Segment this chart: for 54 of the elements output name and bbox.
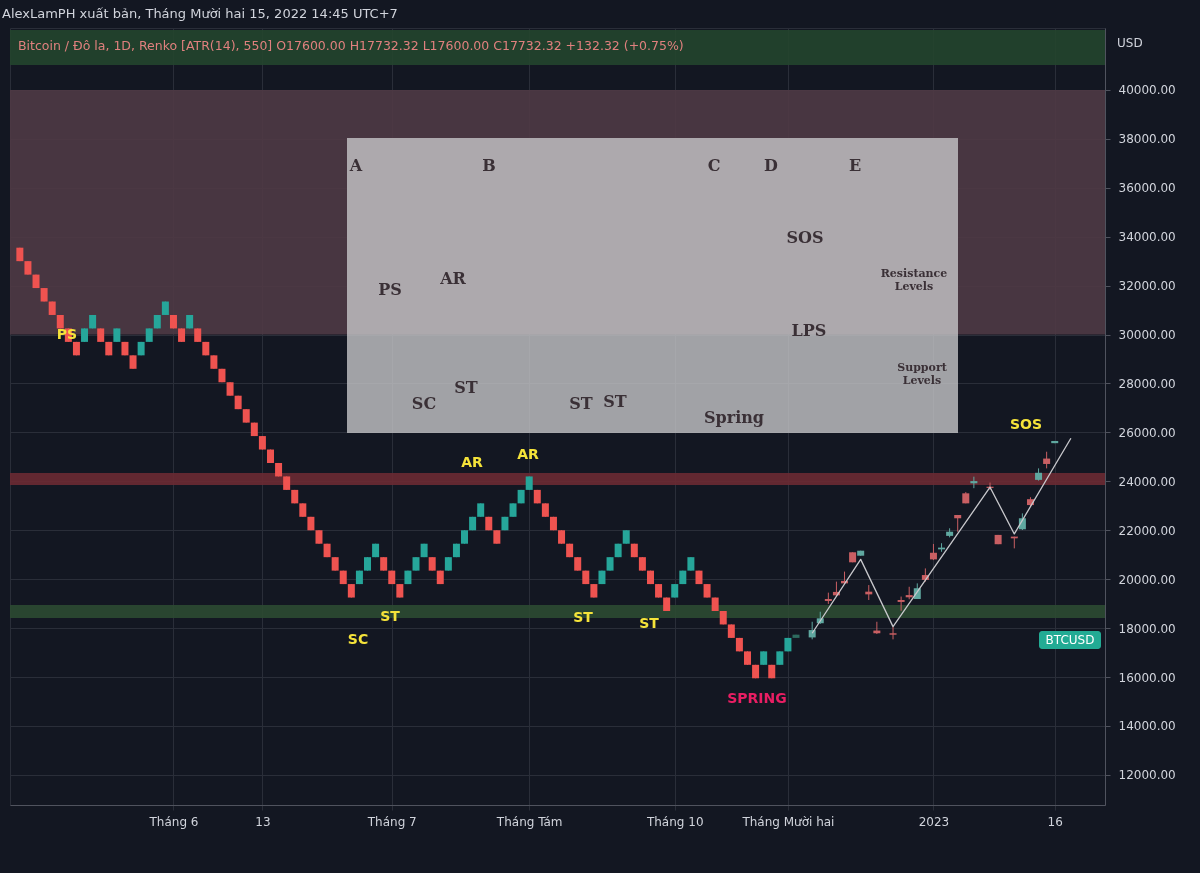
- annotation: B: [482, 156, 496, 175]
- candlestick: [889, 626, 897, 640]
- chart-title: AlexLamPH xuất bản, Tháng Mười hai 15, 2022 14:45 UTC+7: [2, 6, 398, 21]
- annotation: SC: [411, 394, 437, 413]
- text: Bitcoin / Đô la, 1D, Renko [ATR(14), 550] O17600.00 H17732.32 L17600.00 C17732.32 +132.32 (+0.75%): [18, 38, 684, 53]
- x-tick-label: Tháng 10: [645, 814, 704, 829]
- annotation: ST: [569, 394, 593, 413]
- annotation: SPRING: [727, 690, 787, 706]
- y-axis-title: USD: [1117, 36, 1143, 50]
- y-tick-label: 36000.00: [1118, 181, 1176, 196]
- y-tick-label: 40000.00: [1118, 83, 1176, 98]
- x-tick-label: Tháng Tám: [495, 814, 563, 829]
- y-tick-label: 26000.00: [1118, 425, 1176, 440]
- annotation: ST: [454, 378, 478, 397]
- annotation: Support Levels: [897, 361, 948, 387]
- annotation: Spring: [703, 408, 765, 427]
- y-tick-label: 32000.00: [1118, 279, 1176, 294]
- y-tick-label: 18000.00: [1118, 621, 1176, 636]
- annotation: A: [348, 156, 363, 175]
- x-tick-label: 13: [255, 814, 271, 829]
- annotation: PS: [378, 280, 402, 299]
- y-tick-label: 12000.00: [1118, 768, 1176, 783]
- y-tick-label: 16000.00: [1118, 670, 1176, 685]
- annotation: ST: [380, 608, 401, 624]
- annotation: SOS: [1009, 416, 1043, 432]
- annotation: BTCUSD: [1045, 633, 1095, 647]
- annotation: AR: [517, 446, 540, 462]
- annotation: AR: [439, 269, 467, 288]
- y-tick-label: 24000.00: [1118, 474, 1176, 489]
- x-tick-label: 16: [1047, 814, 1063, 829]
- y-tick-label: 22000.00: [1118, 523, 1176, 538]
- x-tick-label: Tháng 7: [366, 814, 417, 829]
- x-tick-label: Tháng Mười hai: [741, 814, 835, 829]
- annotation: ST: [639, 615, 660, 631]
- x-tick-label: Tháng 6: [148, 814, 199, 829]
- y-tick-label: 34000.00: [1118, 230, 1176, 245]
- annotation: D: [764, 156, 779, 175]
- annotation: AR: [461, 454, 484, 470]
- annotation: ST: [573, 609, 594, 625]
- y-tick-label: 38000.00: [1118, 132, 1176, 147]
- annotation: SOS: [786, 228, 824, 247]
- annotation: LPS: [791, 321, 827, 340]
- y-tick-label: 30000.00: [1118, 328, 1176, 343]
- y-tick-label: 14000.00: [1118, 719, 1176, 734]
- y-tick-label: 20000.00: [1118, 572, 1176, 587]
- annotation: Resistance Levels: [880, 267, 948, 293]
- y-tick-label: 28000.00: [1118, 376, 1176, 391]
- annotation: SC: [347, 631, 369, 647]
- annotation: ST: [603, 392, 627, 411]
- annotation: C: [707, 156, 721, 175]
- candlestick: [970, 476, 978, 489]
- annotation: E: [848, 156, 862, 175]
- candlestick: [897, 596, 905, 612]
- x-tick-label: 2023: [918, 814, 950, 829]
